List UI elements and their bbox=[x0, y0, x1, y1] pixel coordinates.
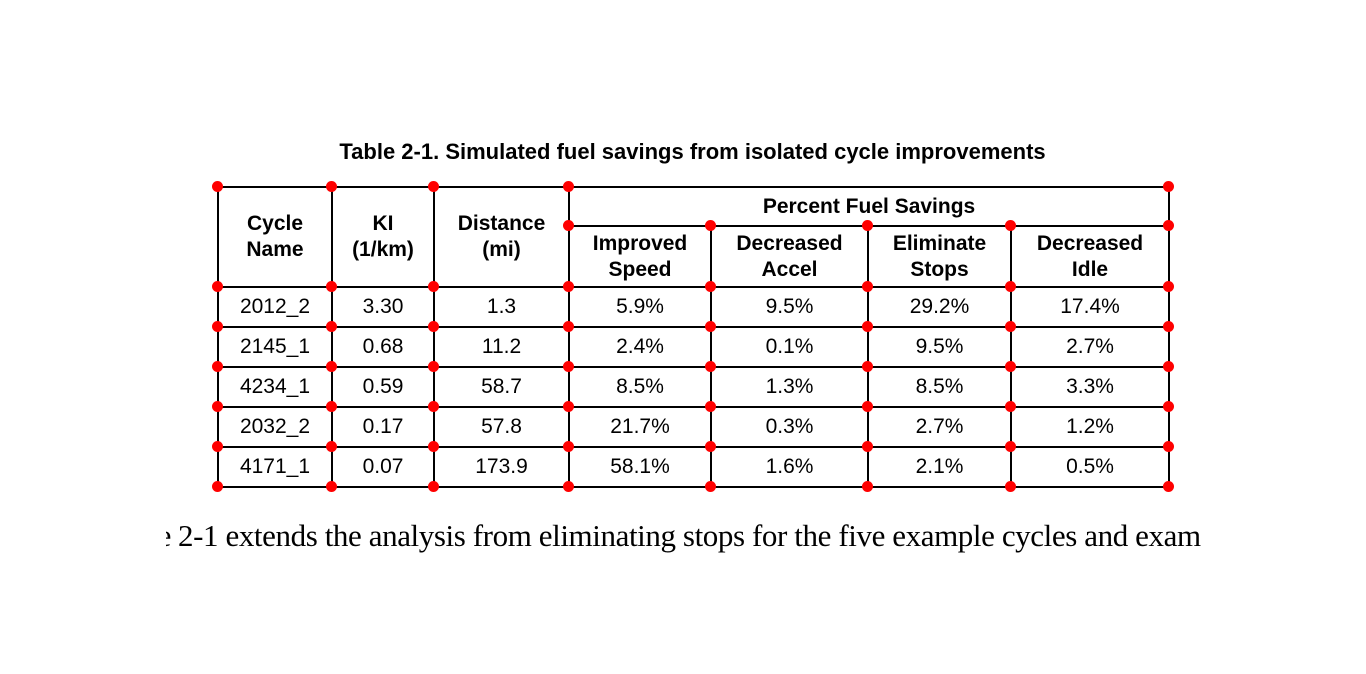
cell-decreased-accel: 0.3% bbox=[710, 406, 869, 448]
cell-improved-speed: 5.9% bbox=[568, 286, 712, 328]
cell-improved-speed: 21.7% bbox=[568, 406, 712, 448]
cell-improved-speed: 58.1% bbox=[568, 446, 712, 488]
col-header-distance: Distance (mi) bbox=[433, 186, 570, 288]
cell-eliminate-stops: 8.5% bbox=[867, 366, 1012, 408]
table-header-row-group: Cycle Name KI (1/km) Distance (mi) Perce… bbox=[217, 186, 1171, 288]
cell-improved-speed: 2.4% bbox=[568, 326, 712, 368]
body-text: e2-1 extends the analysis from eliminati… bbox=[166, 518, 1366, 554]
cell-ki: 0.07 bbox=[331, 446, 435, 488]
cell-decreased-accel: 1.6% bbox=[710, 446, 869, 488]
cell-decreased-idle: 0.5% bbox=[1009, 446, 1171, 488]
col-header-ki: KI (1/km) bbox=[331, 186, 435, 288]
table-row: 4171_1 0.07 173.9 58.1% 1.6% 2.1% 0.5% bbox=[217, 446, 1171, 488]
table-caption: Table 2-1. Simulated fuel savings from i… bbox=[339, 139, 1046, 164]
cell-decreased-idle: 17.4% bbox=[1009, 286, 1171, 328]
cell-improved-speed: 8.5% bbox=[568, 366, 712, 408]
cell-decreased-idle: 2.7% bbox=[1009, 326, 1171, 368]
cell-decreased-accel: 9.5% bbox=[710, 286, 869, 328]
col-header-decreased-accel: Decreased Accel bbox=[710, 225, 869, 288]
cell-decreased-idle: 1.2% bbox=[1009, 406, 1171, 448]
fuel-savings-table: Cycle Name KI (1/km) Distance (mi) Perce… bbox=[217, 186, 1171, 488]
body-text-line: 2-1 extends the analysis from eliminatin… bbox=[178, 518, 1201, 553]
cell-distance: 1.3 bbox=[433, 286, 570, 328]
cell-ki: 0.59 bbox=[331, 366, 435, 408]
cell-cycle-name: 2012_2 bbox=[217, 286, 333, 328]
cell-cycle-name: 4171_1 bbox=[217, 446, 333, 488]
table-row: 2145_1 0.68 11.2 2.4% 0.1% 9.5% 2.7% bbox=[217, 326, 1171, 368]
cell-decreased-idle: 3.3% bbox=[1009, 366, 1171, 408]
cell-cycle-name: 4234_1 bbox=[217, 366, 333, 408]
cell-eliminate-stops: 2.7% bbox=[867, 406, 1012, 448]
cell-eliminate-stops: 2.1% bbox=[867, 446, 1012, 488]
cell-cycle-name: 2032_2 bbox=[217, 406, 333, 448]
cell-ki: 3.30 bbox=[331, 286, 435, 328]
table-row: 4234_1 0.59 58.7 8.5% 1.3% 8.5% 3.3% bbox=[217, 366, 1171, 408]
cell-eliminate-stops: 29.2% bbox=[867, 286, 1012, 328]
cell-distance: 11.2 bbox=[433, 326, 570, 368]
cell-distance: 57.8 bbox=[433, 406, 570, 448]
cell-cycle-name: 2145_1 bbox=[217, 326, 333, 368]
col-header-improved-speed: Improved Speed bbox=[568, 225, 712, 288]
col-header-eliminate-stops: Eliminate Stops bbox=[867, 225, 1012, 288]
group-header-percent-fuel-savings: Percent Fuel Savings bbox=[567, 186, 1171, 227]
table-row: 2032_2 0.17 57.8 21.7% 0.3% 2.7% 1.2% bbox=[217, 406, 1171, 448]
cropped-word-fragment: e bbox=[166, 518, 171, 554]
table-header-row-sub: Improved Speed Decreased Accel Eliminate… bbox=[218, 225, 1171, 288]
col-header-decreased-idle: Decreased Idle bbox=[1009, 225, 1171, 288]
cell-distance: 58.7 bbox=[433, 366, 570, 408]
cell-distance: 173.9 bbox=[433, 446, 570, 488]
cell-decreased-accel: 1.3% bbox=[710, 366, 869, 408]
cell-ki: 0.68 bbox=[331, 326, 435, 368]
cell-eliminate-stops: 9.5% bbox=[867, 326, 1012, 368]
cell-decreased-accel: 0.1% bbox=[710, 326, 869, 368]
table-row: 2012_2 3.30 1.3 5.9% 9.5% 29.2% 17.4% bbox=[217, 286, 1171, 328]
cell-ki: 0.17 bbox=[331, 406, 435, 448]
col-header-cycle-name: Cycle Name bbox=[217, 186, 333, 288]
